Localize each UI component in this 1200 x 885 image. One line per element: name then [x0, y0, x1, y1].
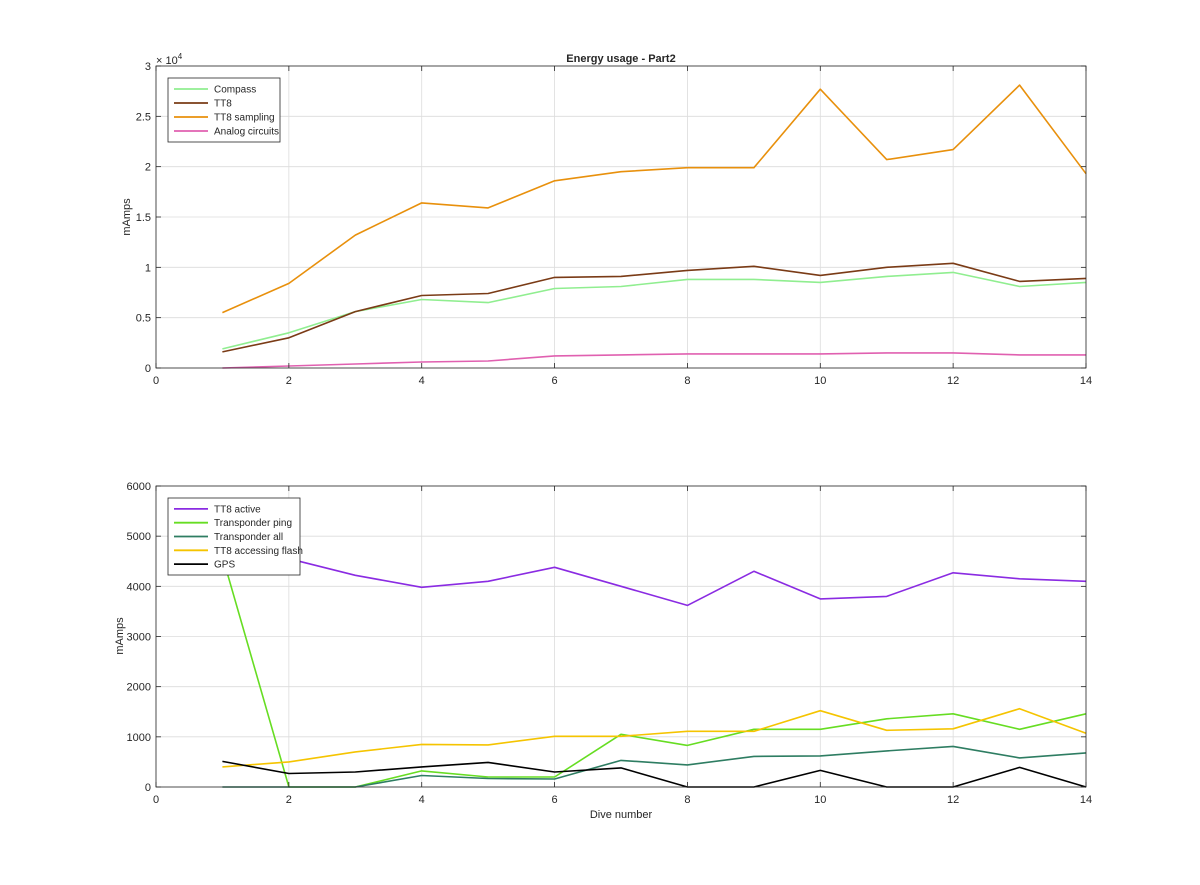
bottom-legend: TT8 active Transponder ping Transponder al… — [167, 497, 303, 576]
top-y-tick-label: 2 — [145, 162, 151, 174]
bottom-x-tick-label: 12 — [947, 794, 959, 806]
top-y-exponent-label: × 104 — [156, 52, 183, 67]
bottom-y-tick-label: 5000 — [127, 531, 151, 543]
bottom-y-tick-label: 0 — [145, 782, 151, 794]
bottom-series-line-transponder-all — [222, 745, 1087, 788]
bottom-series-line-tt8-active — [222, 550, 1087, 607]
top-y-tick-label: 0.5 — [136, 313, 151, 325]
bottom-x-tick-label: 4 — [419, 794, 425, 806]
bottom-x-axis-label: Dive number — [590, 809, 653, 821]
bottom-x-tick-label: 10 — [814, 794, 826, 806]
bottom-legend-label-tt8-active: TT8 active — [214, 504, 261, 515]
bottom-y-tick-label: 6000 — [127, 481, 151, 493]
bottom-x-tick-label: 0 — [153, 794, 159, 806]
bottom-legend-label-transponder-all: Transponder all — [214, 532, 283, 543]
bottom-legend-label-transponder-ping: Transponder ping — [214, 518, 292, 529]
top-y-tick-label: 1.5 — [136, 212, 151, 224]
top-legend-label-analog-circuits: Analog circuits — [214, 127, 279, 138]
top-y-tick-label: 2.5 — [136, 111, 151, 123]
top-x-tick-label: 2 — [286, 375, 292, 387]
top-series-line-tt8 — [222, 262, 1087, 353]
top-series-line-tt8-sampling — [222, 84, 1087, 314]
bottom-x-tick-label: 2 — [286, 794, 292, 806]
top-x-tick-label: 14 — [1080, 375, 1092, 387]
bottom-tick-labels: 0 2 4 6 8 10 12 14 0 1000 2000 3000 4000 5000 6000 — [127, 481, 1093, 806]
top-x-tick-label: 4 — [419, 375, 425, 387]
top-series-line-analog-circuits — [222, 352, 1086, 369]
top-x-tick-label: 0 — [153, 375, 159, 387]
top-legend-label-tt8-sampling: TT8 sampling — [214, 113, 275, 124]
bottom-x-tick-label: 14 — [1080, 794, 1092, 806]
top-legend-label-tt8: TT8 — [214, 99, 232, 110]
top-y-tick-label: 0 — [145, 363, 151, 375]
top-chart-title: Energy usage - Part2 — [566, 53, 675, 65]
bottom-y-tick-label: 3000 — [127, 632, 151, 644]
top-x-tick-label: 8 — [684, 375, 690, 387]
bottom-y-tick-label: 2000 — [127, 682, 151, 694]
top-x-tick-label: 12 — [947, 375, 959, 387]
top-y-tick-label: 1 — [145, 262, 151, 274]
bottom-y-axis-label: mAmps — [114, 617, 126, 655]
top-chart: 0 2 4 6 8 10 12 14 0 0.5 1 1.5 2 2.5 3 Energy usage - … — [121, 52, 1092, 387]
top-y-exponent-base: × 10 — [156, 55, 178, 67]
top-y-tick-label: 3 — [145, 61, 151, 73]
bottom-series-lines — [221, 550, 1087, 788]
top-x-tick-label: 6 — [552, 375, 558, 387]
bottom-y-tick-label: 4000 — [127, 581, 151, 593]
top-legend: Compass TT8 TT8 sampling Analog circuits — [167, 77, 281, 143]
bottom-legend-label-gps: GPS — [214, 560, 235, 571]
top-y-exponent-power: 4 — [178, 52, 183, 61]
bottom-series-line-tt8-accessing-flash — [222, 707, 1087, 768]
top-series-lines — [222, 84, 1087, 369]
top-y-axis-label: mAmps — [121, 198, 133, 236]
bottom-chart: 0 2 4 6 8 10 12 14 0 1000 2000 3000 4000 5000 6000 mAm… — [114, 481, 1092, 821]
top-x-tick-label: 10 — [814, 375, 826, 387]
bottom-legend-label-tt8-accessing-flash: TT8 accessing flash — [214, 546, 303, 557]
bottom-x-tick-label: 6 — [552, 794, 558, 806]
bottom-y-tick-label: 1000 — [127, 732, 151, 744]
top-legend-label-compass: Compass — [214, 85, 256, 96]
top-tick-labels: 0 2 4 6 8 10 12 14 0 0.5 1 1.5 2 2.5 3 — [136, 61, 1092, 387]
bottom-x-tick-label: 8 — [684, 794, 690, 806]
